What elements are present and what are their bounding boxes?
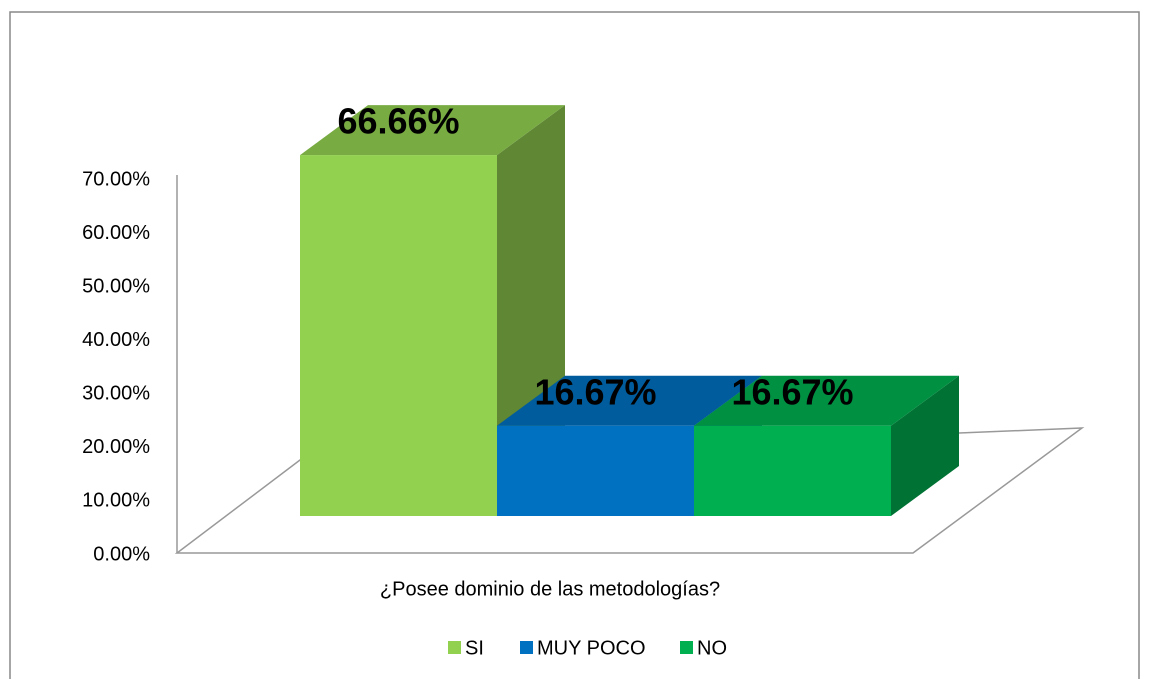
value-label: 16.67% xyxy=(534,371,656,412)
value-label: 66.66% xyxy=(337,101,459,142)
y-tick-label: 40.00% xyxy=(82,329,150,351)
legend-swatch xyxy=(680,641,693,654)
floor xyxy=(174,427,1085,554)
chart-border xyxy=(9,11,1140,679)
value-label: 16.67% xyxy=(731,371,853,412)
y-tick-label: 30.00% xyxy=(82,383,150,405)
bar-top xyxy=(300,105,565,156)
bar xyxy=(694,425,891,516)
y-tick-label: 60.00% xyxy=(82,222,150,244)
bar xyxy=(300,155,497,516)
legend-label: SI xyxy=(465,637,484,659)
y-tick-label: 0.00% xyxy=(93,543,150,565)
y-tick-label: 10.00% xyxy=(82,490,150,512)
legend-swatch xyxy=(448,641,461,654)
bar xyxy=(497,425,694,516)
legend-label: MUY POCO xyxy=(537,637,646,659)
bar-top xyxy=(694,375,959,426)
bar-top xyxy=(497,375,762,426)
y-tick-label: 70.00% xyxy=(82,168,150,190)
bar-side xyxy=(891,375,959,516)
legend-swatch xyxy=(520,641,533,654)
legend-label: NO xyxy=(697,637,727,659)
y-tick-label: 20.00% xyxy=(82,436,150,458)
y-tick-label: 50.00% xyxy=(82,275,150,297)
category-label: ¿Posee dominio de las metodologías? xyxy=(380,578,720,600)
